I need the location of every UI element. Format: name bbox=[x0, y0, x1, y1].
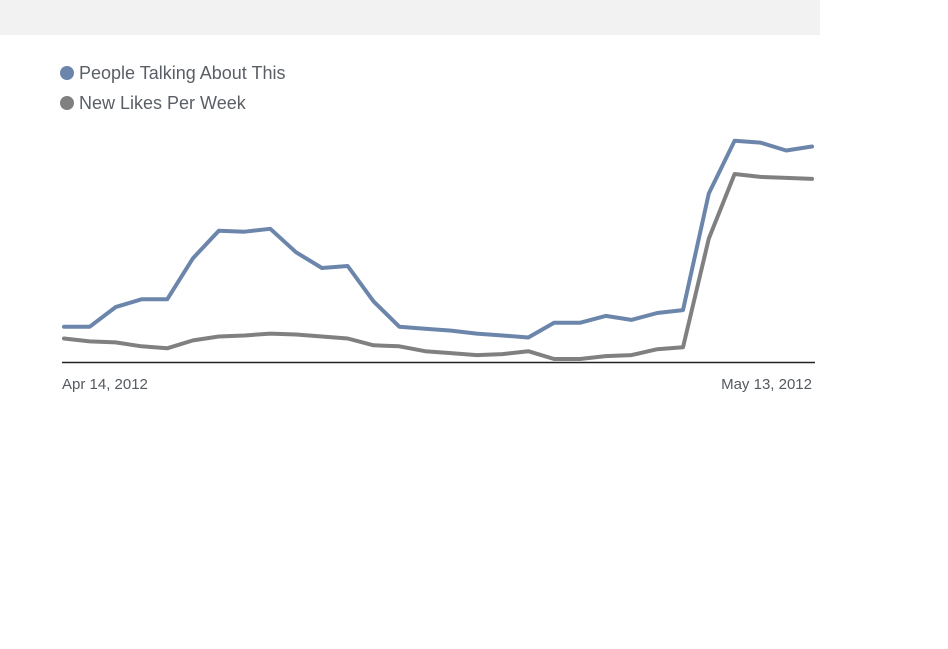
legend-label: People Talking About This bbox=[79, 62, 286, 83]
x-tick-label-end: May 13, 2012 bbox=[721, 376, 812, 393]
legend-dot-icon bbox=[60, 66, 74, 80]
x-tick-label-start: Apr 14, 2012 bbox=[62, 376, 148, 393]
top-band bbox=[0, 0, 820, 35]
series-line-new-likes bbox=[62, 172, 814, 361]
series-layer bbox=[62, 138, 814, 361]
legend-item-people-talking[interactable]: People Talking About This bbox=[60, 58, 285, 88]
legend-dot-icon bbox=[60, 96, 74, 110]
chart-legend: People Talking About This New Likes Per … bbox=[60, 58, 285, 118]
series-line-people-talking bbox=[62, 138, 814, 340]
legend-item-new-likes[interactable]: New Likes Per Week bbox=[60, 88, 285, 118]
legend-label: New Likes Per Week bbox=[79, 92, 246, 113]
